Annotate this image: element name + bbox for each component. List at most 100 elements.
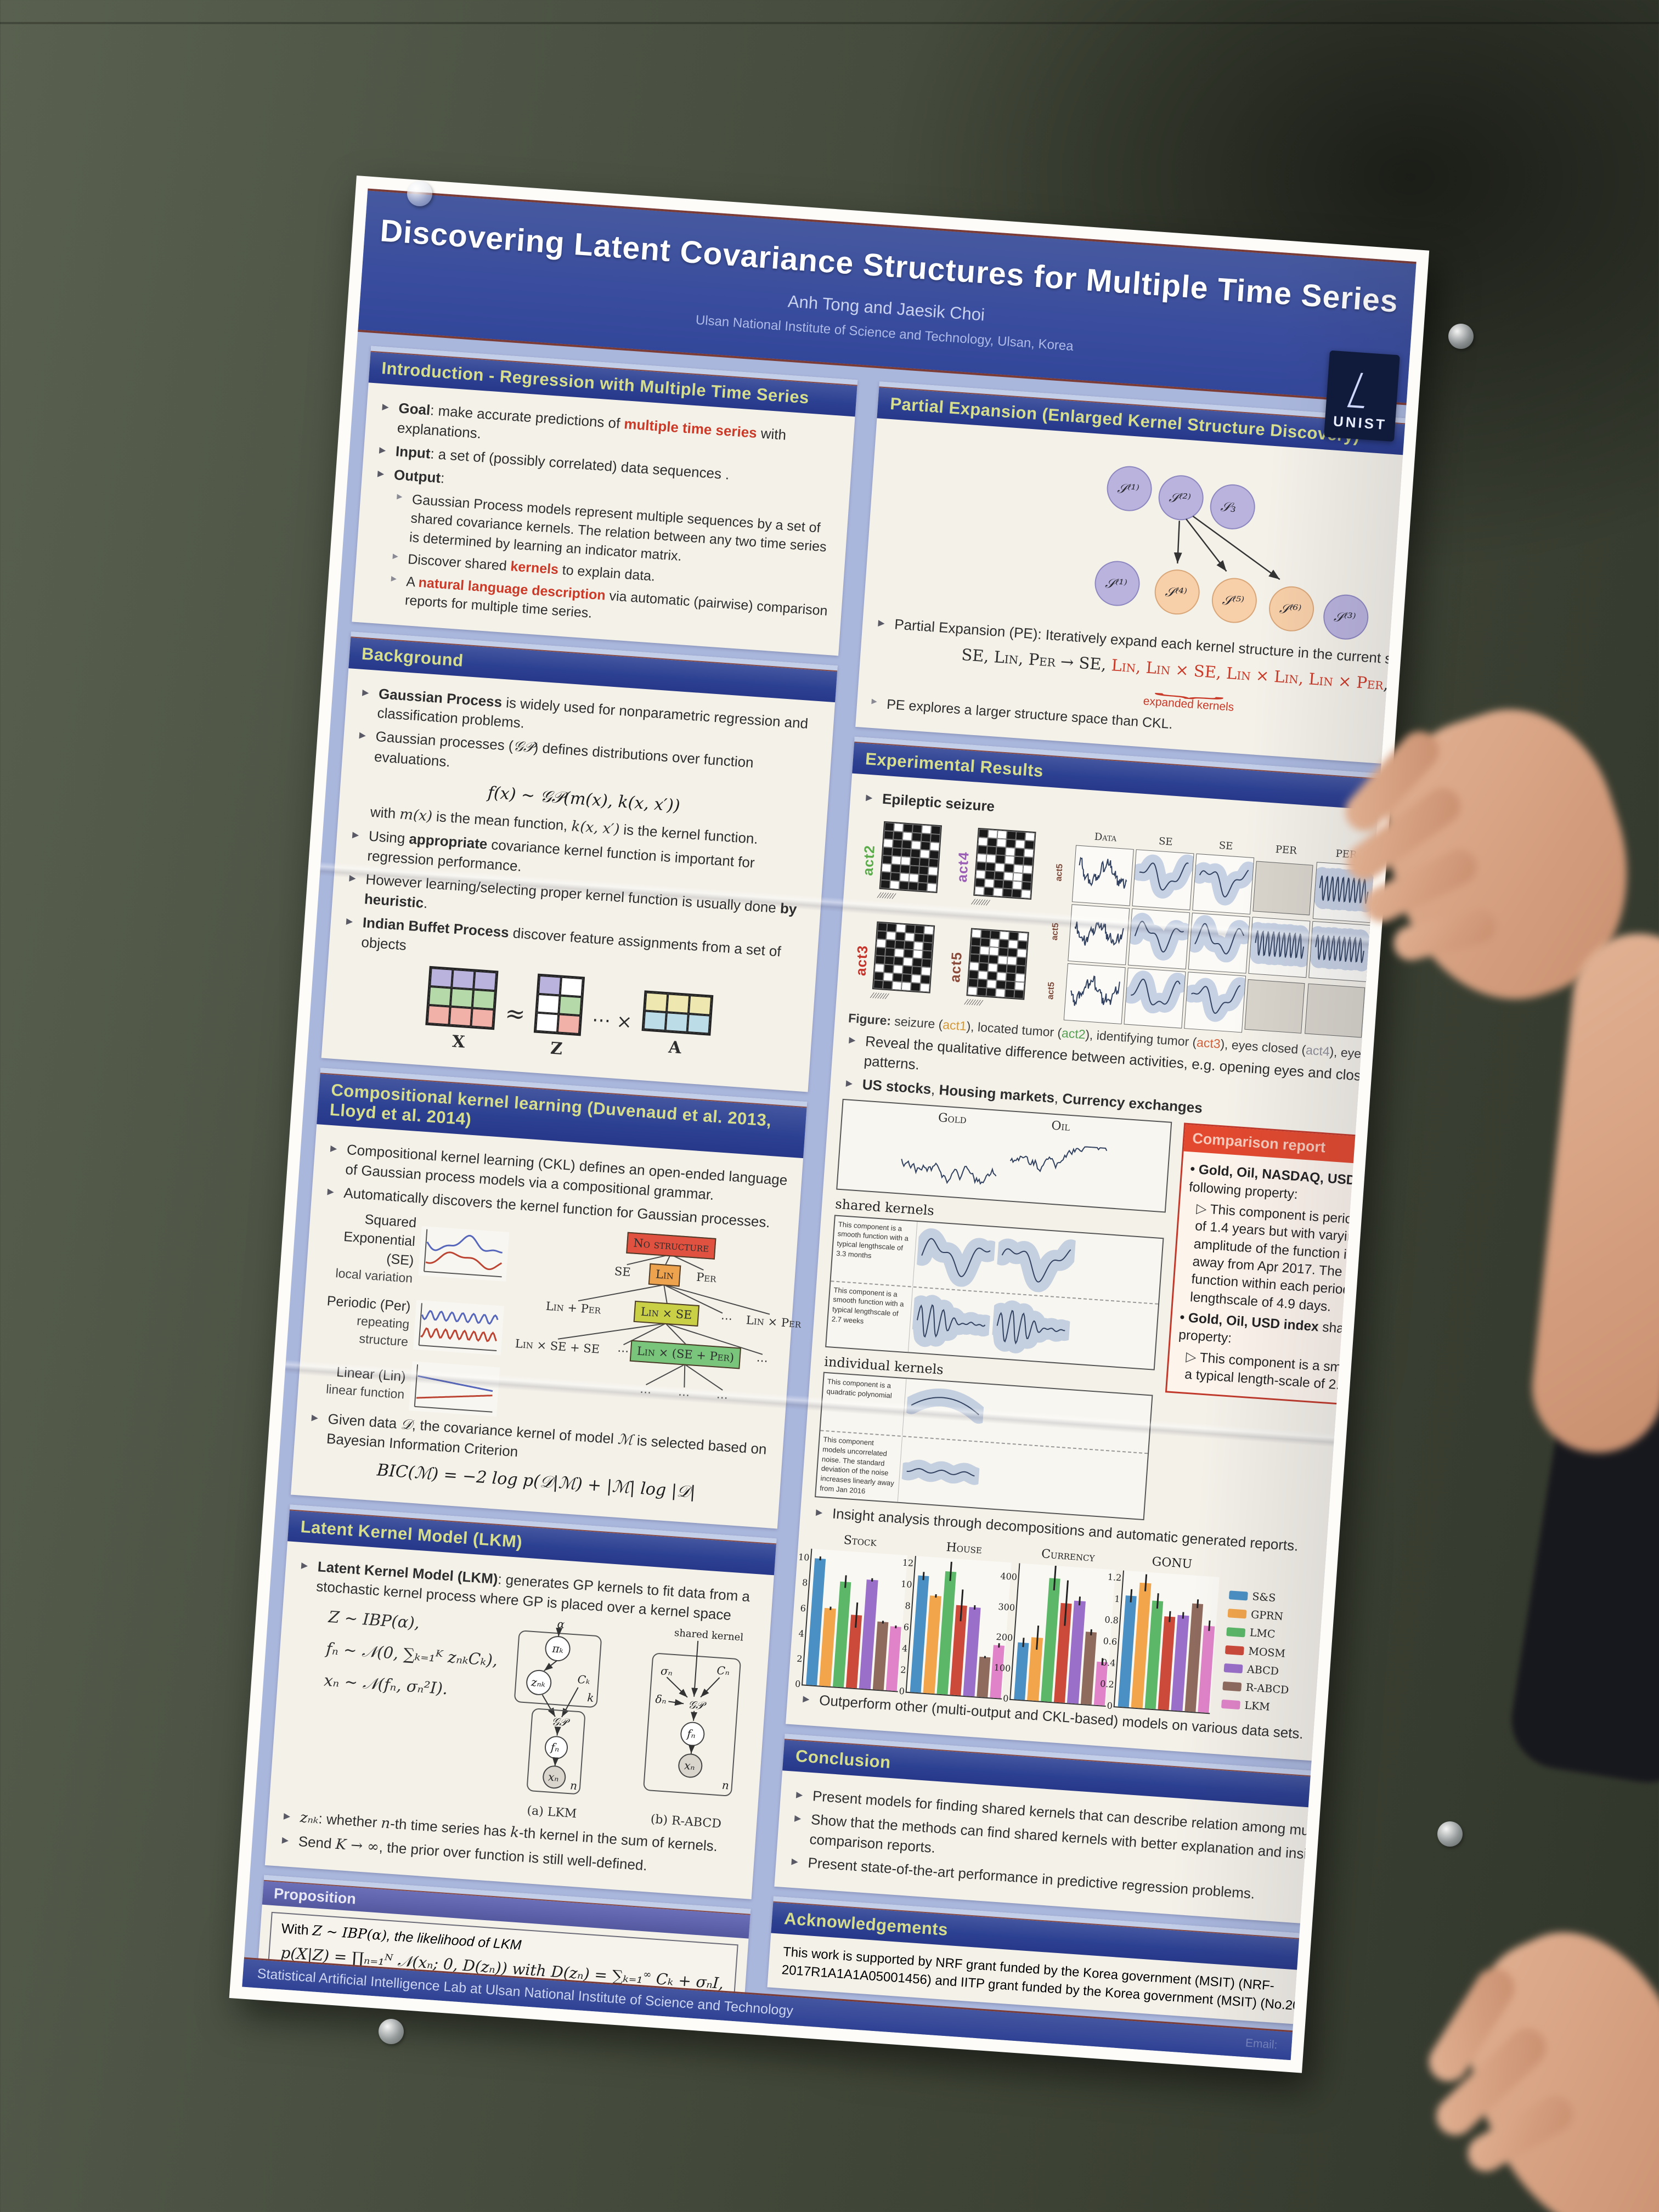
rabcd-plate-diagram: shared kernel n σₙ Cₙ δₙ 𝒢𝒫 [643, 1627, 744, 1797]
label-f-n: fₙ [686, 1727, 696, 1741]
grid-column-header: SE [1218, 839, 1233, 853]
report-item: This component is a smooth function with… [1175, 1347, 1417, 1402]
label-pi-k: πₖ [551, 1642, 564, 1656]
label-sigma-n: σₙ [661, 1664, 673, 1678]
y-tick-label: 10 [798, 1551, 810, 1563]
activation-matrix-label: act3 [852, 944, 871, 977]
y-tick-label: 0 [794, 1678, 801, 1690]
grid-cell [1307, 921, 1373, 982]
y-tick-label: 300 [997, 1601, 1015, 1613]
oil-plot [1009, 1146, 1108, 1173]
grid-cell [1244, 979, 1305, 1034]
y-tick-label: 0.4 [1101, 1657, 1116, 1669]
legend-item: LMC [1226, 1624, 1293, 1644]
ibp-a-label: A [668, 1037, 682, 1058]
kernel-examples: Squared Exponential (SE) local variation P… [311, 1207, 510, 1417]
pushpin-icon [407, 181, 432, 206]
tree-lin-x-se: Lin × SE [633, 1300, 699, 1327]
section-introduction: Introduction - Regression with Multiple … [352, 346, 858, 656]
activation-matrix: act4 ∕∕∕∕∕∕∕ [950, 821, 1036, 917]
left-column: Introduction - Regression with Multiple … [242, 346, 858, 2061]
hand-lower [1421, 1901, 1659, 2212]
kernel-sample-plot [409, 1361, 500, 1417]
legend-item: GPRN [1227, 1606, 1294, 1625]
kernel-sample-plot [418, 1226, 510, 1282]
lkm-equations: Z ∼ IBP(α), fₙ ∼ 𝒩(0, ∑ₖ₌₁ᴷ zₙₖCₖ), xₙ ∼… [290, 1599, 501, 1708]
kernel-structure-label: 𝒮⁽²⁾ [1169, 490, 1192, 507]
activation-matrix: act5 ∕∕∕∕∕∕∕ [943, 921, 1029, 1017]
intro-output-sub: Gaussian Process models represent multip… [388, 489, 835, 639]
seizure-figure: act2 ∕∕∕∕∕∕∕ act4 ∕∕∕∕∕∕∕ act3 ∕∕∕∕∕∕∕ act5 ∕∕∕… [849, 814, 1417, 1049]
grid-column-header: Data [1094, 831, 1117, 844]
kernel-structure-node [1158, 475, 1204, 521]
forearm [1526, 927, 1659, 1459]
chart-legend: S&S GPRN LMC MOSM ABCD R-ABCD LKM [1217, 1584, 1296, 1720]
kernel-structure-label: 𝒮⁽⁴⁾ [1165, 584, 1188, 601]
grid-cell [1068, 904, 1130, 966]
pushpin-icon [1448, 324, 1474, 349]
kernel-structure-node [1154, 569, 1200, 615]
shared-kernel-plot [990, 1300, 1072, 1353]
kernel-structure-label: 𝒮⁽³⁾ [1333, 609, 1356, 626]
individual-kernels-box: This component is a quadratic polynomial… [815, 1372, 1153, 1521]
legend-item: S&S [1229, 1588, 1296, 1607]
grid-cell [1246, 917, 1312, 978]
kernel-structure-node [1210, 484, 1255, 529]
reference-item: Grosse, R., Salakhutdinov, R., Freeman, … [774, 2045, 1410, 2061]
label-delta-n: δₙ [655, 1692, 667, 1706]
y-tick-label: 8 [904, 1600, 911, 1611]
grid-cell [1191, 853, 1257, 915]
y-tick-label: 100 [994, 1662, 1011, 1674]
grid-column-header: PER [1275, 844, 1297, 857]
label-gp: 𝒢𝒫 [551, 1715, 571, 1729]
y-tick-label: 12 [902, 1557, 914, 1569]
shared-kernel-note: This component is a smooth function with… [831, 1216, 918, 1286]
approx-symbol: ≈ [504, 999, 527, 1029]
individual-kernel-plot [905, 1388, 986, 1424]
report-item: This component is periodic with a period… [1181, 1199, 1416, 1324]
right-column: Partial Expansion (Enlarged Kernel Struc… [753, 381, 1417, 2061]
gold-label: Gold [938, 1111, 967, 1127]
legend-item: LKM [1221, 1697, 1288, 1716]
activation-matrix-label: act2 [859, 844, 878, 876]
label-c-k: Cₖ [577, 1673, 590, 1687]
bar-LKM [885, 1625, 901, 1691]
grid-cell [1363, 984, 1417, 1046]
individual-kernel-plot [900, 1460, 981, 1486]
pushpin-icon [379, 2019, 404, 2044]
unist-logo-text: UNIST [1333, 413, 1387, 433]
grid-cell [1305, 983, 1365, 1038]
poster: Discovering Latent Covariance Structures… [229, 176, 1430, 2073]
graphical-model-lkm: α k πₖ zₙₖ Cₖ [491, 1613, 625, 1826]
graphical-model-rabcd: shared kernel n σₙ Cₙ δₙ 𝒢𝒫 [628, 1623, 757, 1835]
y-tick-label: 0.8 [1104, 1614, 1119, 1626]
kernel-structure-label: 𝒮⁽¹⁾ [1105, 575, 1128, 592]
shared-kernels-box: This component is a smooth function with… [825, 1214, 1164, 1370]
kernel-structure-label: 𝒮₃ [1220, 499, 1237, 515]
grid-cell [1063, 963, 1126, 1024]
kernel-structure-node [1107, 466, 1152, 511]
y-tick-label: 4 [798, 1628, 805, 1639]
tree-dots: ⋯ [678, 1387, 690, 1402]
tree-per: Per [696, 1270, 717, 1285]
email-label: Email: [1245, 2036, 1278, 2051]
label-k: k [587, 1691, 595, 1705]
label-alpha: α [557, 1617, 566, 1631]
bar-GPRN [1027, 1625, 1043, 1701]
ibp-matrix-Z [534, 973, 585, 1036]
shared-kernel-plot [911, 1294, 992, 1347]
kernel-structure-node [1094, 561, 1140, 606]
label-x-n: xₙ [684, 1759, 696, 1773]
label-n: n [570, 1779, 578, 1793]
kernel-example: Linear (Lin) linear function [311, 1355, 500, 1417]
grid-row-label: act5 [1046, 981, 1057, 1000]
label-n: n [721, 1779, 730, 1792]
y-tick-label: 4 [901, 1643, 908, 1654]
legend-item: ABCD [1223, 1661, 1290, 1680]
ibp-matrix-X [425, 966, 499, 1030]
y-tick-label: 8 [802, 1577, 808, 1588]
kernel-example: Periodic (Per) repeating structure [314, 1291, 504, 1357]
y-tick-label: 1 [1114, 1593, 1121, 1605]
rabcd-caption: (b) R-ABCD [650, 1813, 722, 1831]
legend-item: MOSM [1225, 1643, 1292, 1662]
